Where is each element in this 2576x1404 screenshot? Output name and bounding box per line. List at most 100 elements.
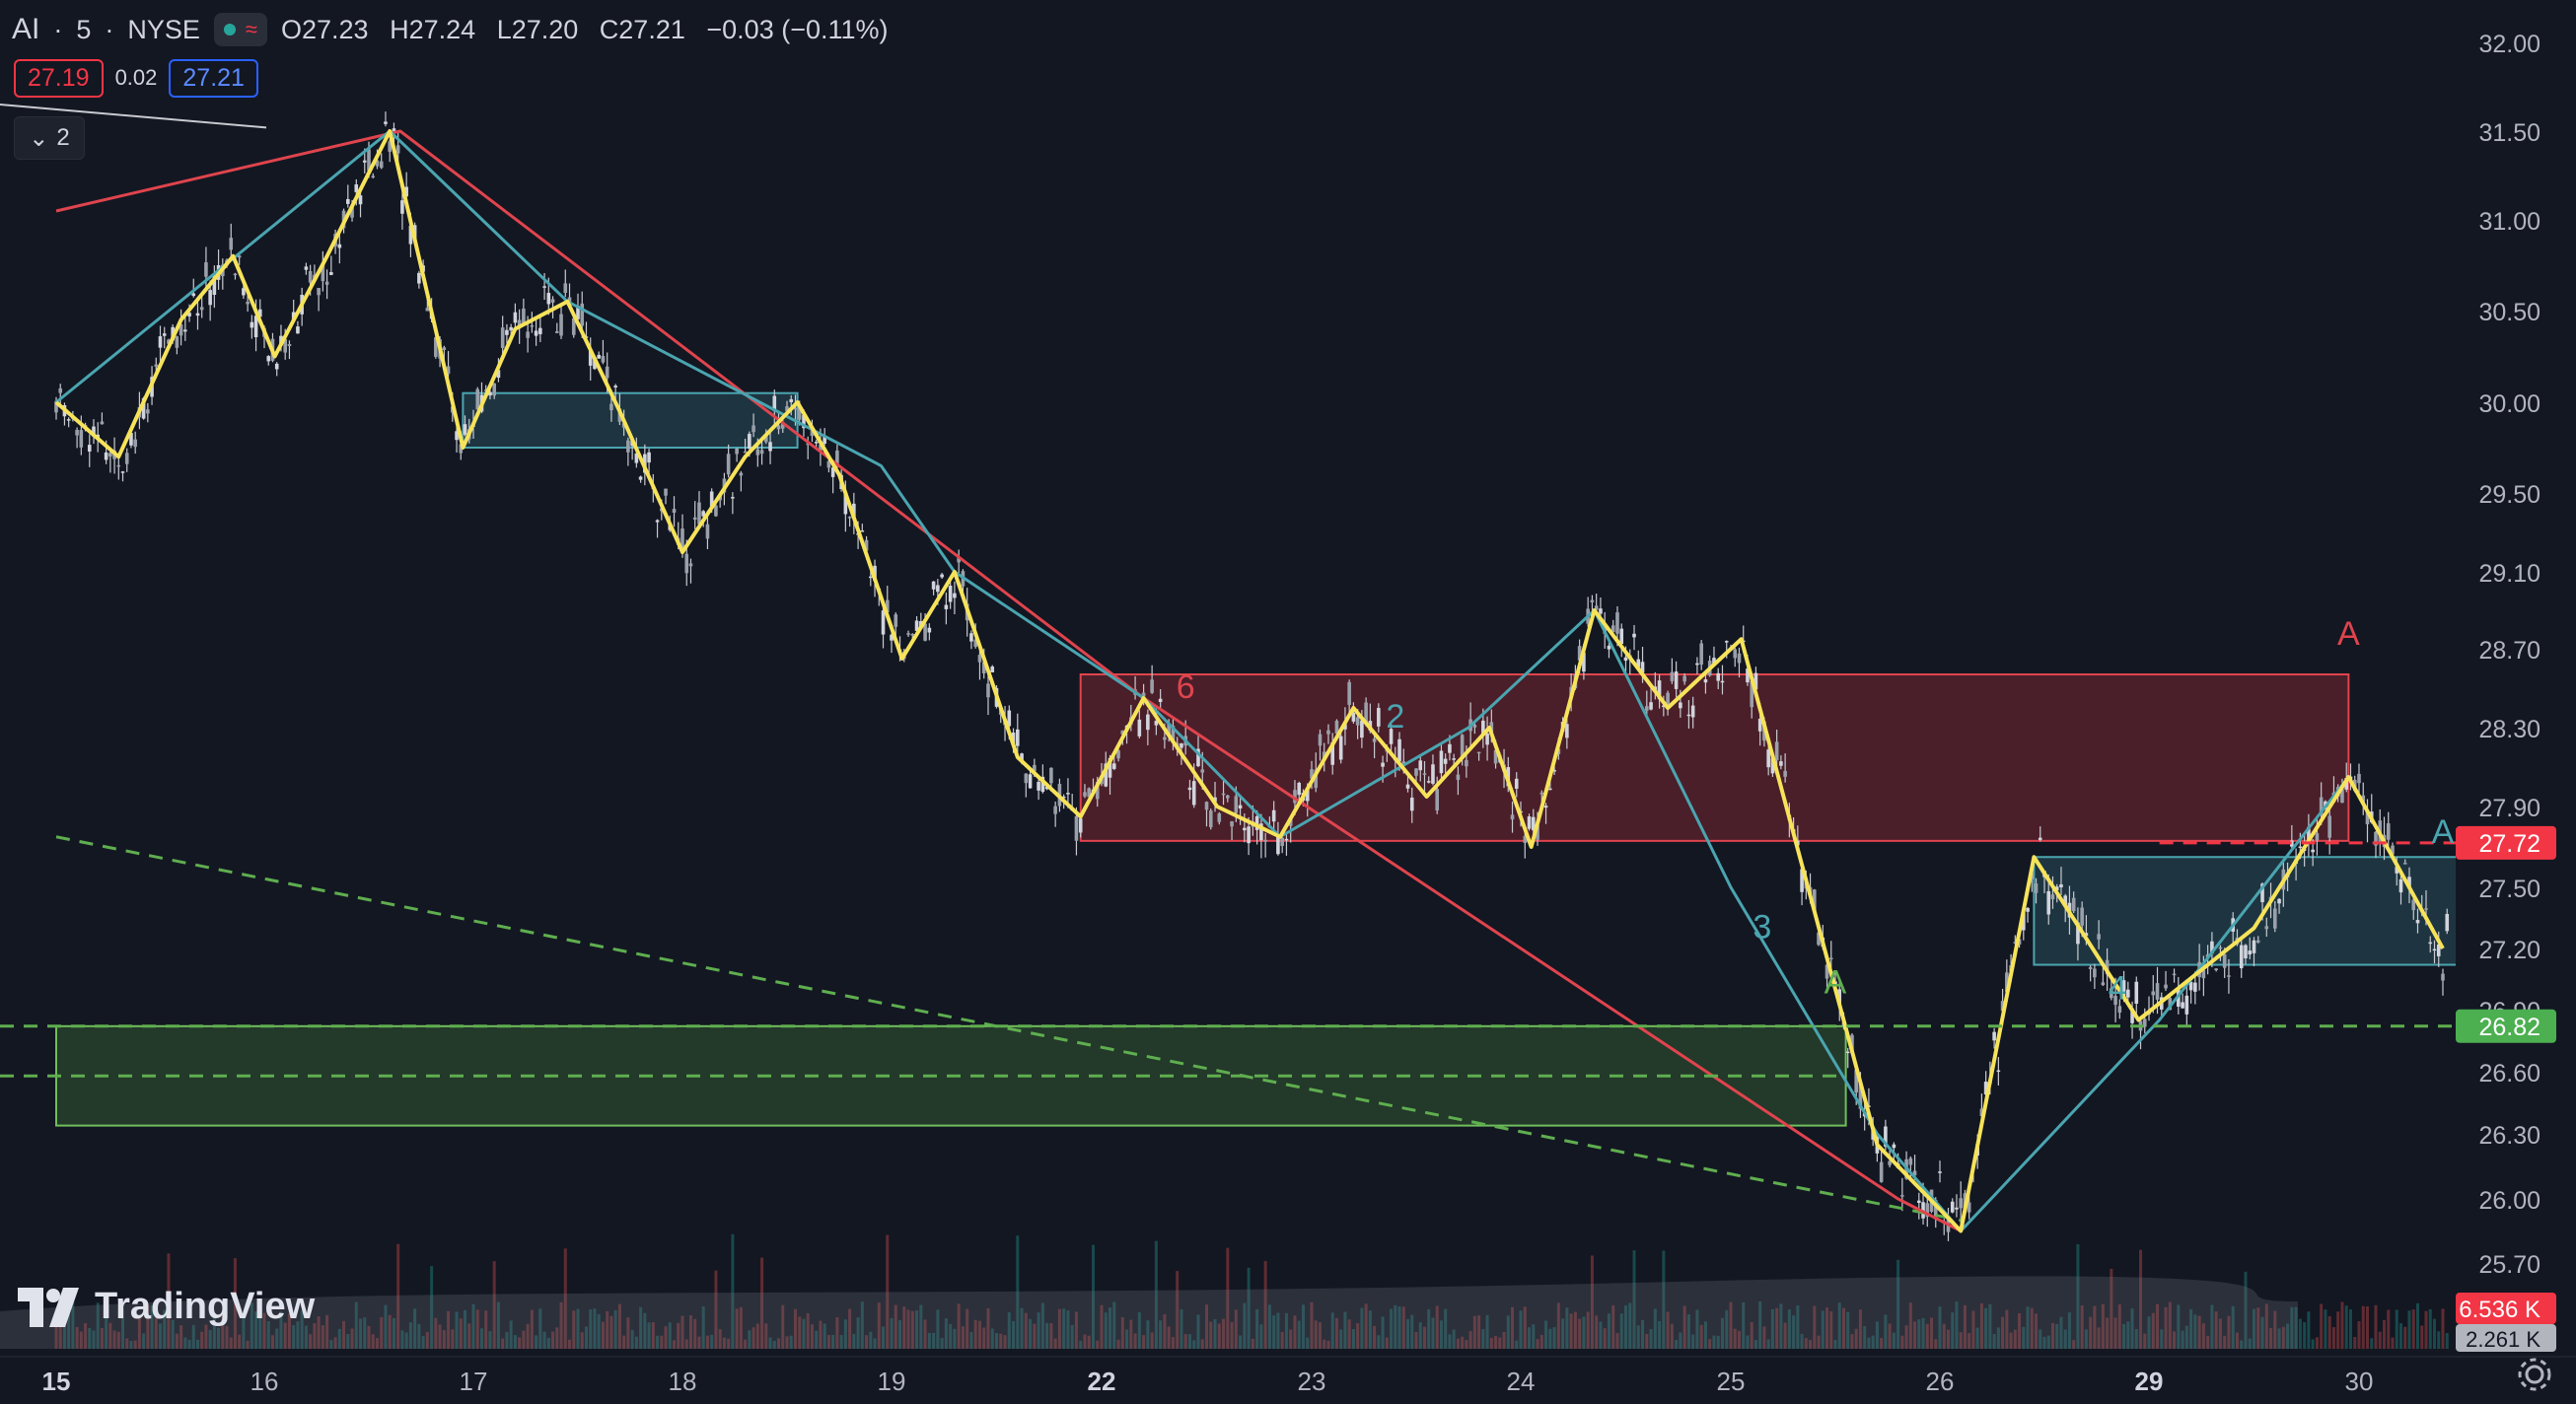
volume-bar [1841, 1307, 1845, 1349]
candle-body [1448, 743, 1452, 753]
volume-bar [2147, 1316, 2151, 1349]
candle-body [1679, 702, 1682, 709]
candle-body [242, 288, 246, 296]
volume-bar [430, 1266, 434, 1349]
volume-bar [212, 1312, 216, 1349]
candle-body [2411, 899, 2416, 911]
volume-bar [108, 1322, 112, 1349]
volume-bar [1439, 1320, 1443, 1349]
candle-body [697, 502, 701, 525]
volume-bar [2320, 1303, 2324, 1349]
candle-body [1401, 761, 1406, 764]
candle-body [1053, 806, 1057, 814]
sell-button[interactable]: 27.19 [14, 58, 104, 98]
ohlc-values: O27.23 H27.24 L27.20 C27.21 −0.03 (−0.11… [281, 15, 902, 45]
volume-bar [1259, 1324, 1263, 1349]
candle-body [2084, 933, 2089, 937]
volume-bar [1624, 1305, 1627, 1349]
candle-body [1347, 681, 1351, 705]
volume-bar [467, 1323, 471, 1349]
candle-body [1531, 816, 1536, 831]
volume-bar [2143, 1333, 2147, 1349]
volume-bar [2353, 1337, 2357, 1349]
candle-body [459, 444, 464, 454]
market-status[interactable]: ≈ [213, 13, 267, 46]
candle-body [1476, 751, 1481, 754]
volume-bar [2022, 1326, 2026, 1349]
candle-body [400, 200, 404, 214]
candle-body [1377, 708, 1381, 727]
volume-bar [2013, 1329, 2017, 1349]
volume-bar [1691, 1334, 1695, 1349]
candle-body [1230, 821, 1234, 827]
volume-bar [1074, 1311, 1078, 1349]
candle-body [1472, 725, 1477, 728]
volume-bar [1854, 1328, 1858, 1349]
candle-body [1104, 763, 1109, 787]
interval[interactable]: 5 [76, 14, 92, 44]
candle-body [948, 585, 953, 602]
volume-tag: 6.536 K [2459, 1297, 2540, 1323]
volume-bar [1955, 1301, 1959, 1349]
volume-bar [2366, 1305, 2369, 1349]
candle-body [329, 272, 333, 275]
buy-button[interactable]: 27.21 [169, 58, 258, 98]
symbol-name[interactable]: AI [12, 13, 40, 45]
volume-bar [781, 1304, 785, 1349]
volume-bar [894, 1304, 897, 1349]
candle-body [367, 149, 371, 172]
volume-ma-tag: 2.261 K [2466, 1327, 2540, 1352]
volume-bar [1171, 1337, 1175, 1349]
candle-body [563, 283, 568, 294]
candle-body [1254, 815, 1259, 830]
candle-body [58, 387, 63, 393]
volume-bar [225, 1325, 229, 1349]
volume-bar [572, 1310, 576, 1349]
candle-body [350, 206, 354, 218]
volume-bar [1247, 1267, 1251, 1349]
volume-bar [1682, 1305, 1686, 1349]
volume-bar [1796, 1305, 1800, 1349]
volume-bar [1686, 1314, 1690, 1349]
volume-bar [1461, 1336, 1465, 1349]
volume-bar [1200, 1339, 1204, 1349]
volume-bar [1330, 1312, 1334, 1349]
volume-bar [1351, 1329, 1355, 1349]
candle-body [2398, 878, 2403, 893]
volume-bar [1129, 1319, 1133, 1349]
volume-bar [2067, 1312, 2071, 1349]
candle-body [1061, 796, 1066, 799]
candle-body [2432, 948, 2437, 951]
volume-bar [597, 1313, 601, 1349]
last-price-green: 26.82 [2478, 1014, 2540, 1041]
volume-bar [890, 1317, 894, 1349]
volume-bar [1821, 1310, 1825, 1349]
tradingview-logo-icon [18, 1287, 79, 1327]
volume-bar [1720, 1317, 1724, 1349]
volume-bar [1339, 1329, 1343, 1349]
volume-bar [2433, 1318, 2436, 1349]
volume-bar [1318, 1322, 1322, 1349]
volume-bar [2416, 1302, 2419, 1349]
candle-body [927, 627, 932, 633]
settings-gear-icon[interactable] [2515, 1355, 2554, 1394]
candle-body [1154, 721, 1159, 726]
volume-bar [2424, 1310, 2428, 1349]
candle-body [906, 633, 910, 635]
volume-bar [1750, 1321, 1753, 1349]
volume-bar [886, 1234, 890, 1349]
volume-bar [1729, 1301, 1733, 1349]
candle-body [559, 314, 563, 336]
volume-bar [1539, 1334, 1543, 1349]
volume-bar [2130, 1308, 2134, 1349]
tradingview-logo: TradingView [18, 1286, 315, 1328]
indicators-collapse-button[interactable]: ⌄ 2 [14, 116, 85, 160]
candle-body [496, 370, 501, 379]
candle-body [1456, 774, 1461, 780]
candle-body [860, 530, 865, 532]
volume-bar [1779, 1303, 1783, 1349]
yellow-zigzag [54, 129, 2445, 1233]
volume-bar [451, 1329, 455, 1349]
candle-body [2424, 908, 2428, 910]
